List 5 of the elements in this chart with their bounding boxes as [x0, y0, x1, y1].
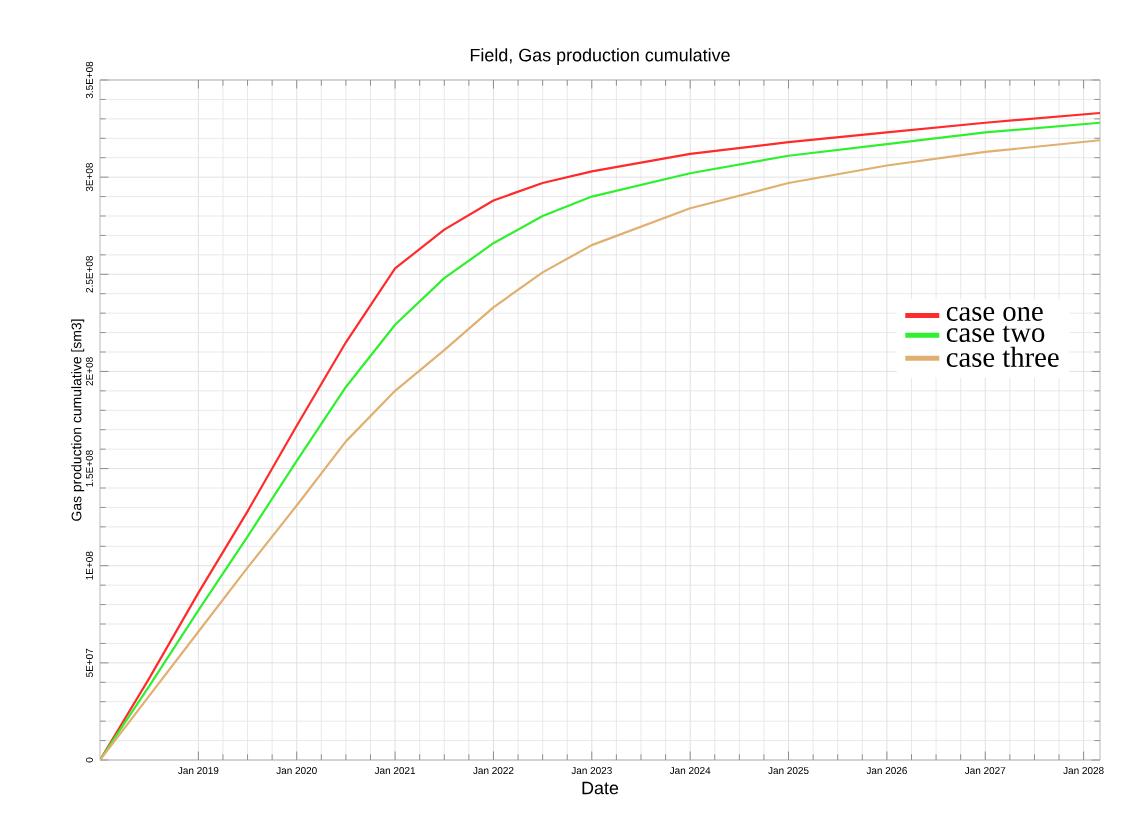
x-axis-title: Date: [582, 781, 619, 795]
legend-label: case three: [946, 346, 1059, 367]
chart-title: Field, Gas production cumulative: [470, 48, 730, 65]
legend-label: case one: [946, 307, 1043, 321]
legend-label: case two: [946, 325, 1045, 343]
